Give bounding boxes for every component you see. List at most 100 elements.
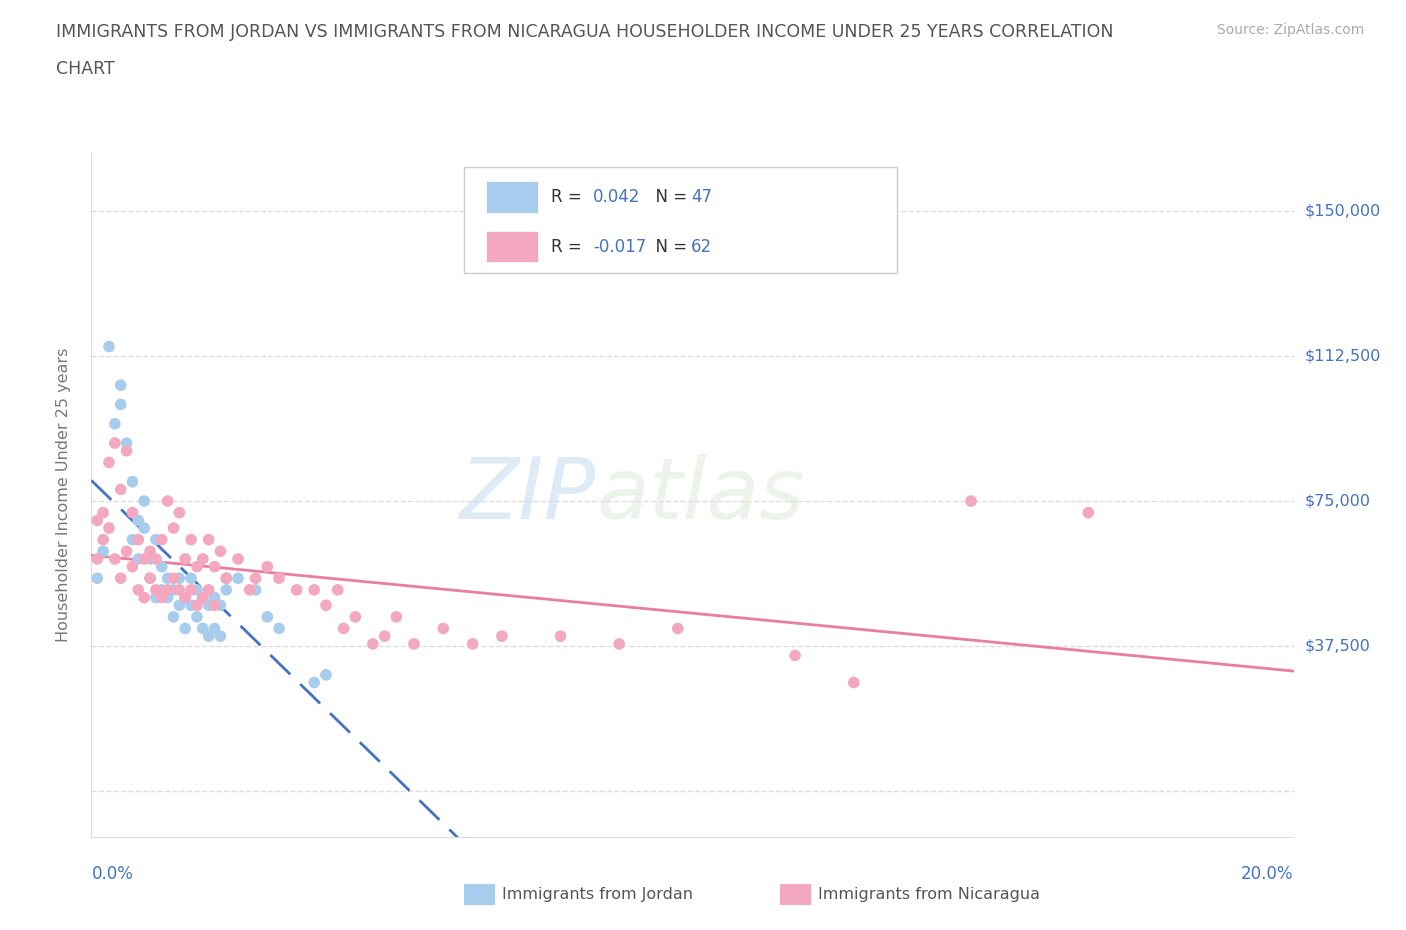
Point [174,551,197,566]
Point [226,551,249,566]
Point [204,559,226,574]
Point [256,609,278,624]
Point [174,591,197,605]
Point [127,512,149,527]
Point [169,582,191,597]
Point [204,598,226,613]
Point [315,598,337,613]
Point [98,339,121,354]
Point [91,544,114,559]
Point [162,521,184,536]
Point [607,636,630,651]
Point [491,629,513,644]
Point [332,621,354,636]
Point [186,598,208,613]
Point [156,494,179,509]
Point [110,397,132,412]
Text: -0.017: -0.017 [593,237,645,256]
Point [127,582,149,597]
Point [139,544,162,559]
Text: Immigrants from Jordan: Immigrants from Jordan [502,887,693,902]
Point [121,505,143,520]
Point [139,571,162,586]
Point [115,444,138,458]
Point [145,591,167,605]
Point [127,551,149,566]
Point [197,532,219,547]
Point [226,571,249,586]
Point [150,582,173,597]
Point [110,378,132,392]
Point [666,621,689,636]
Point [842,675,865,690]
Point [209,544,232,559]
Text: CHART: CHART [56,60,115,78]
Text: Immigrants from Nicaragua: Immigrants from Nicaragua [818,887,1040,902]
Point [209,629,232,644]
Text: N =: N = [645,188,692,206]
Point [145,551,167,566]
Point [174,621,197,636]
Point [98,521,121,536]
Point [150,591,173,605]
Text: 47: 47 [692,188,713,206]
Point [86,551,108,566]
Point [267,621,290,636]
Point [385,609,408,624]
Point [156,591,179,605]
Point [285,582,308,597]
Point [180,582,202,597]
Point [215,582,238,597]
Text: Source: ZipAtlas.com: Source: ZipAtlas.com [1216,23,1364,37]
Point [162,582,184,597]
Point [191,621,214,636]
Point [191,591,214,605]
Point [186,582,208,597]
Point [145,582,167,597]
Point [361,636,384,651]
Point [121,559,143,574]
Point [86,571,108,586]
Point [209,598,232,613]
Point [302,582,325,597]
Point [204,591,226,605]
Point [169,598,191,613]
Point [98,455,121,470]
Point [186,559,208,574]
Text: 62: 62 [692,237,713,256]
Point [326,582,349,597]
Point [432,621,454,636]
Point [121,474,143,489]
Point [461,636,484,651]
Point [145,532,167,547]
Point [180,571,202,586]
Point [127,532,149,547]
Point [139,571,162,586]
Point [191,591,214,605]
Point [402,636,425,651]
Point [86,512,108,527]
Point [134,591,156,605]
Point [134,494,156,509]
Point [174,591,197,605]
Point [186,609,208,624]
Point [245,582,267,597]
Point [115,544,138,559]
Text: $75,000: $75,000 [1305,494,1371,509]
Point [134,521,156,536]
Point [169,571,191,586]
Point [169,505,191,520]
Point [550,629,572,644]
Point [180,532,202,547]
Text: IMMIGRANTS FROM JORDAN VS IMMIGRANTS FROM NICARAGUA HOUSEHOLDER INCOME UNDER 25 : IMMIGRANTS FROM JORDAN VS IMMIGRANTS FRO… [56,23,1114,41]
Point [783,648,806,663]
Point [197,598,219,613]
Point [344,609,367,624]
Point [239,582,262,597]
Point [191,551,214,566]
Point [91,532,114,547]
Text: ZIP: ZIP [460,454,596,537]
Point [115,435,138,450]
Point [104,551,127,566]
Text: atlas: atlas [596,454,804,537]
